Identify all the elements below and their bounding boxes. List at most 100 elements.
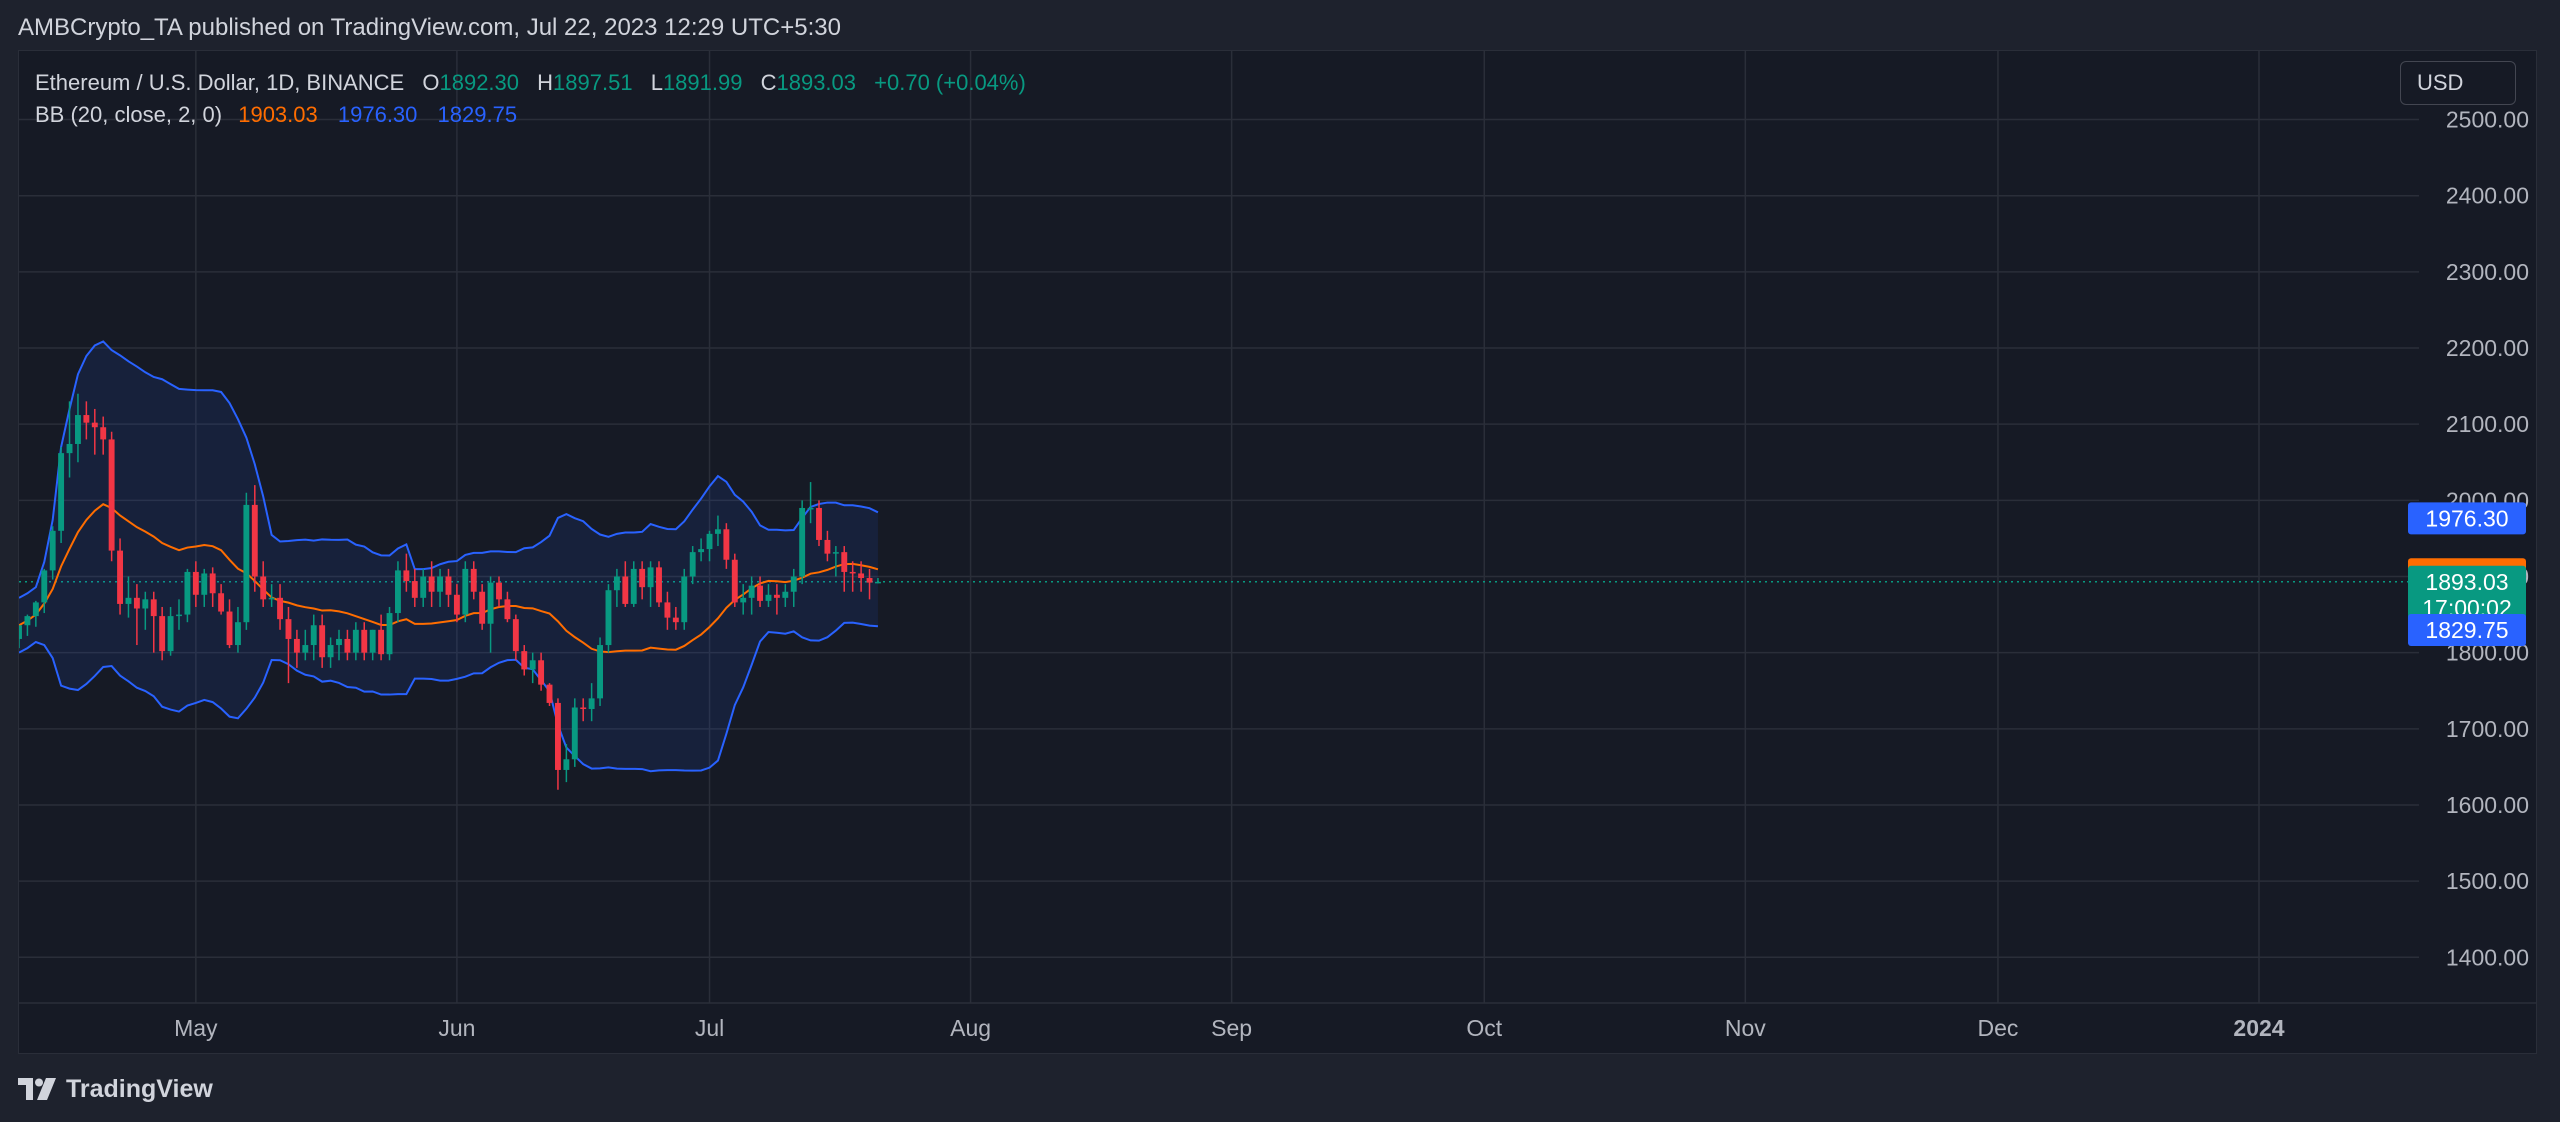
x-tick-label: Jul — [695, 1015, 724, 1041]
candle-body — [201, 573, 208, 595]
candle-body — [715, 529, 721, 534]
candle — [639, 561, 646, 600]
candle-body — [487, 582, 494, 624]
candle-body — [209, 573, 216, 594]
candle — [386, 606, 393, 661]
candle — [159, 606, 166, 661]
candle-body — [681, 576, 688, 623]
candle — [91, 408, 98, 455]
upper-price-tag-bg — [2408, 502, 2526, 535]
candle — [832, 546, 839, 577]
candle-body — [571, 707, 578, 760]
candle-body — [167, 616, 174, 652]
candle-body — [41, 570, 48, 603]
candle — [411, 568, 418, 607]
candle-body — [597, 645, 603, 699]
candle-body — [799, 507, 806, 577]
candle-body — [302, 645, 309, 653]
candle — [858, 561, 865, 592]
candle-body — [293, 638, 300, 653]
candle-body — [235, 622, 241, 646]
candle — [512, 614, 519, 661]
candle — [293, 629, 300, 668]
candle — [19, 625, 22, 649]
candle-body — [866, 578, 873, 583]
candle-body — [470, 568, 477, 592]
candle-body — [723, 529, 730, 560]
upper-price-tag-text: 1976.30 — [2425, 505, 2508, 531]
candle — [748, 576, 755, 615]
y-tick-label: 1500.00 — [2446, 868, 2529, 894]
candle — [201, 568, 208, 607]
candle-body — [875, 581, 881, 584]
candle — [462, 561, 469, 623]
candle — [420, 568, 427, 607]
candle — [310, 614, 317, 661]
x-tick-label: Jun — [438, 1015, 475, 1041]
candle — [437, 568, 443, 607]
publish-line: AMBCrypto_TA published on TradingView.co… — [18, 14, 841, 41]
candle-body — [378, 629, 385, 655]
candle — [117, 538, 123, 615]
bb-indicator-label[interactable]: BB (20, close, 2, 0) — [35, 102, 223, 127]
symbol-label[interactable]: Ethereum / U.S. Dollar, 1D, BINANCE — [35, 70, 405, 95]
candle-body — [24, 616, 31, 626]
candle — [83, 401, 90, 440]
candle-body — [647, 567, 654, 588]
candle — [765, 584, 772, 607]
candle — [378, 614, 385, 661]
tradingview-logo-icon — [18, 1078, 56, 1100]
candle-body — [285, 619, 292, 639]
candle — [184, 568, 191, 623]
candle — [235, 606, 241, 653]
candle-body — [125, 597, 132, 604]
candle-body — [580, 707, 587, 710]
candle — [664, 591, 671, 630]
candle-body — [100, 427, 107, 440]
candle-body — [453, 594, 460, 615]
candle — [689, 546, 696, 585]
candle-body — [58, 453, 65, 531]
chart-panel[interactable]: 2500.00 2400.00 2300.00 2200.00 2100.00 2000.… — [18, 50, 2537, 1054]
candle-body — [251, 504, 258, 577]
last-price-tag-text: 1893.03 — [2425, 569, 2508, 595]
candle-body — [420, 576, 427, 598]
tradingview-brand[interactable]: TradingView — [18, 1072, 213, 1106]
candle — [327, 637, 334, 668]
candle-body — [613, 576, 620, 591]
candle-body — [807, 507, 814, 510]
candle-body — [369, 629, 376, 653]
candle — [563, 744, 570, 783]
open-key: O — [422, 70, 440, 95]
candle — [285, 606, 292, 684]
candle — [875, 578, 881, 584]
candle-body — [83, 415, 90, 423]
candle-body — [773, 594, 780, 598]
candle — [319, 614, 326, 668]
candle — [75, 393, 81, 463]
candle — [656, 561, 662, 607]
candle — [529, 652, 536, 684]
bb-legend-row: BB (20, close, 2, 0) 1903.03 1976.30 182… — [35, 99, 1026, 131]
candle — [176, 599, 182, 630]
high-key: H — [537, 70, 554, 95]
candle — [100, 416, 107, 455]
y-tick-label: 1400.00 — [2446, 944, 2529, 970]
price-chart[interactable]: 2500.002400.002300.002200.002100.002000.… — [19, 51, 2537, 1054]
candle-body — [361, 629, 368, 653]
ohlc-legend-row: Ethereum / U.S. Dollar, 1D, BINANCE O189… — [35, 67, 1026, 99]
candle — [496, 576, 502, 607]
x-tick-label: 2024 — [2233, 1015, 2284, 1041]
candle-body — [336, 638, 342, 646]
candle-body — [832, 552, 839, 554]
candle-body — [824, 539, 831, 554]
candle-body — [445, 576, 452, 595]
candle-body — [32, 602, 39, 617]
bb-upper-value: 1976.30 — [337, 102, 418, 127]
candle — [49, 526, 56, 580]
candle-body — [75, 415, 81, 444]
candle-body — [260, 576, 267, 600]
candle-body — [790, 576, 797, 592]
x-tick-label: May — [174, 1015, 218, 1041]
currency-button[interactable]: USD — [2400, 61, 2516, 105]
